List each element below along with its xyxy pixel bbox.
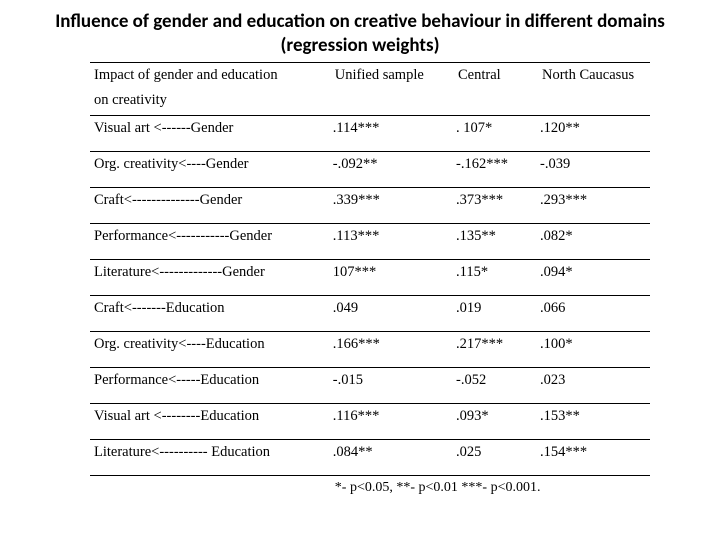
- col-header-1: Unified sample: [331, 62, 454, 84]
- cell-unified: .049: [331, 295, 454, 331]
- regression-table: Impact of gender and educationUnified sa…: [90, 62, 650, 496]
- row-label: Org. creativity<----Gender: [90, 151, 331, 187]
- table-row: Performance<-----------Gender.113***.135…: [90, 223, 650, 259]
- col-header-2: Central: [454, 62, 538, 84]
- row-label: Craft<--------------Gender: [90, 187, 331, 223]
- table-row: Craft<-------Education.049.019.066: [90, 295, 650, 331]
- table-row: Visual art <--------Education.116***.093…: [90, 403, 650, 439]
- col-subheader-2: [454, 84, 538, 116]
- cell-unified: -.092**: [331, 151, 454, 187]
- cell-unified: .114***: [331, 115, 454, 151]
- cell-central: .093*: [454, 403, 538, 439]
- row-label: Visual art <--------Education: [90, 403, 331, 439]
- cell-north-caucasus: .293***: [538, 187, 650, 223]
- row-label: Visual art <------Gender: [90, 115, 331, 151]
- table-row: Visual art <------Gender.114***. 107*.12…: [90, 115, 650, 151]
- row-label: Org. creativity<----Education: [90, 331, 331, 367]
- table-footnote-row: *- p<0.05, **- p<0.01 ***- p<0.001.: [90, 475, 650, 496]
- row-label: Performance<-----Education: [90, 367, 331, 403]
- title-line-2: (regression weights): [280, 34, 439, 57]
- regression-table-container: Impact of gender and educationUnified sa…: [90, 62, 650, 496]
- cell-north-caucasus: .154***: [538, 439, 650, 475]
- cell-north-caucasus: .094*: [538, 259, 650, 295]
- cell-unified: .166***: [331, 331, 454, 367]
- cell-north-caucasus: .120**: [538, 115, 650, 151]
- col-subheader-1: [331, 84, 454, 116]
- cell-central: .025: [454, 439, 538, 475]
- cell-unified: .113***: [331, 223, 454, 259]
- row-label: Literature<-------------Gender: [90, 259, 331, 295]
- cell-unified: .084**: [331, 439, 454, 475]
- page-title: Influence of gender and education on cre…: [30, 10, 690, 58]
- table-row: Literature<---------- Education.084**.02…: [90, 439, 650, 475]
- cell-central: -.162***: [454, 151, 538, 187]
- col-header-3: North Caucasus: [538, 62, 650, 84]
- table-row: Org. creativity<----Education.166***.217…: [90, 331, 650, 367]
- cell-north-caucasus: .100*: [538, 331, 650, 367]
- cell-unified: -.015: [331, 367, 454, 403]
- col-subheader-3: [538, 84, 650, 116]
- row-label: Performance<-----------Gender: [90, 223, 331, 259]
- cell-north-caucasus: -.039: [538, 151, 650, 187]
- row-label: Craft<-------Education: [90, 295, 331, 331]
- cell-central: .019: [454, 295, 538, 331]
- footnote-spacer: [90, 475, 331, 496]
- cell-central: .217***: [454, 331, 538, 367]
- cell-unified: .339***: [331, 187, 454, 223]
- cell-north-caucasus: .153**: [538, 403, 650, 439]
- table-row: Performance<-----Education-.015-.052.023: [90, 367, 650, 403]
- table-footnote: *- p<0.05, **- p<0.01 ***- p<0.001.: [331, 475, 650, 496]
- table-row: Org. creativity<----Gender-.092**-.162**…: [90, 151, 650, 187]
- cell-north-caucasus: .066: [538, 295, 650, 331]
- table-row: Craft<--------------Gender.339***.373***…: [90, 187, 650, 223]
- cell-north-caucasus: .023: [538, 367, 650, 403]
- table-header-row-2: on creativity: [90, 84, 650, 116]
- row-label: Literature<---------- Education: [90, 439, 331, 475]
- table-header-row-1: Impact of gender and educationUnified sa…: [90, 62, 650, 84]
- col-subheader-0: on creativity: [90, 84, 331, 116]
- col-header-0: Impact of gender and education: [90, 62, 331, 84]
- cell-north-caucasus: .082*: [538, 223, 650, 259]
- cell-central: .135**: [454, 223, 538, 259]
- cell-unified: .116***: [331, 403, 454, 439]
- cell-central: . 107*: [454, 115, 538, 151]
- table-row: Literature<-------------Gender107***.115…: [90, 259, 650, 295]
- title-line-1: Influence of gender and education on cre…: [55, 10, 665, 33]
- cell-central: -.052: [454, 367, 538, 403]
- cell-central: .373***: [454, 187, 538, 223]
- cell-central: .115*: [454, 259, 538, 295]
- cell-unified: 107***: [331, 259, 454, 295]
